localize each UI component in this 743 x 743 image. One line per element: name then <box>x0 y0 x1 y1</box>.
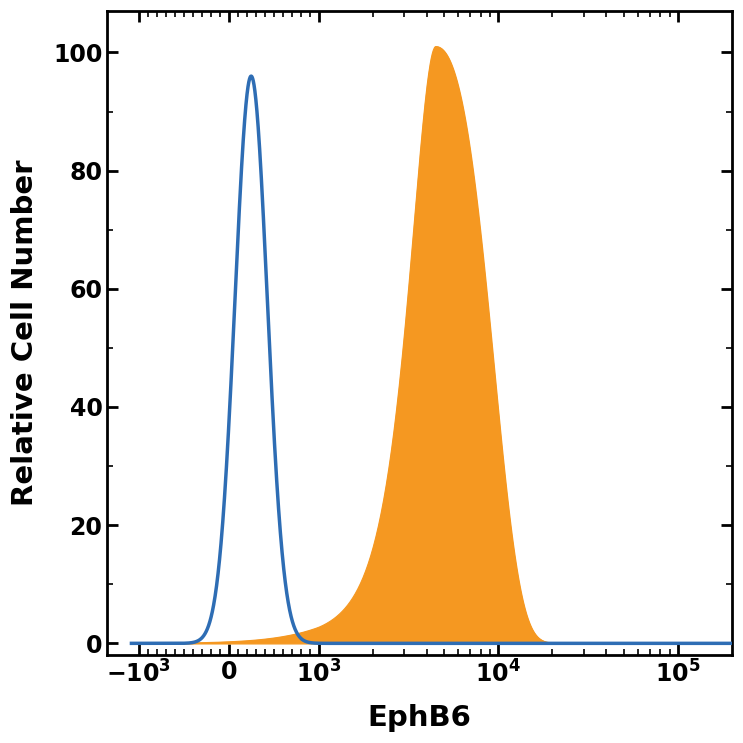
Y-axis label: Relative Cell Number: Relative Cell Number <box>11 160 39 507</box>
X-axis label: EphB6: EphB6 <box>368 704 472 732</box>
